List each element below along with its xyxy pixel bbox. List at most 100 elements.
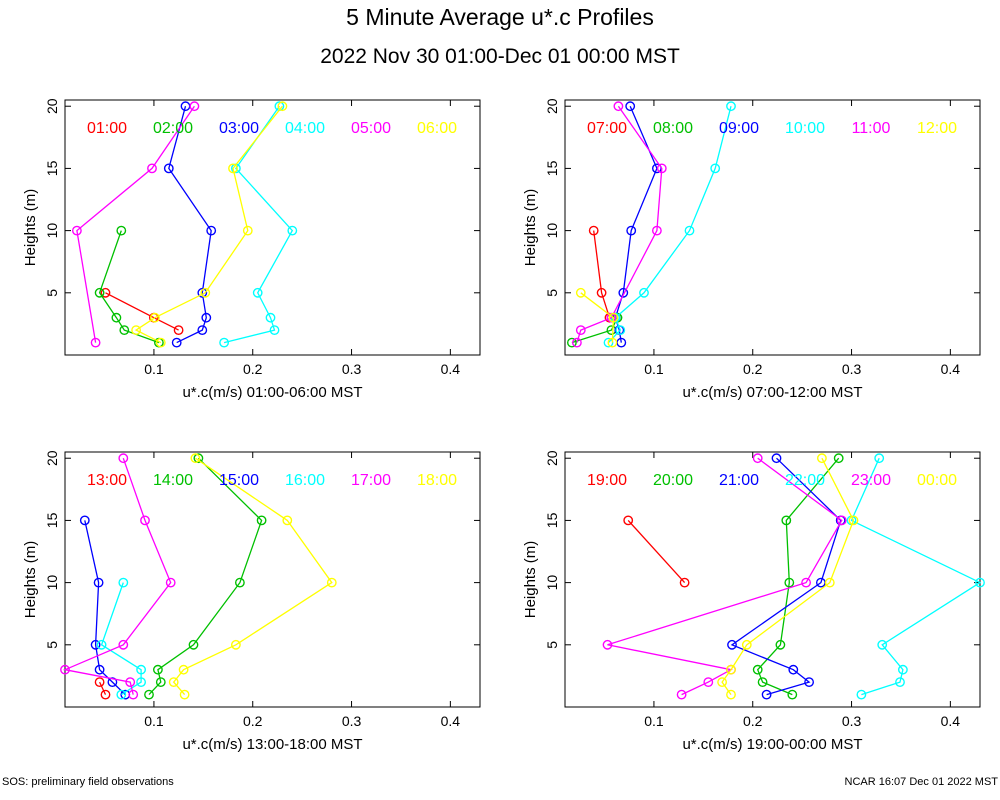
series-line: [172, 457, 333, 696]
series-2100: [727, 453, 846, 700]
series-line: [627, 519, 686, 584]
data-point: [895, 677, 905, 687]
data-point: [111, 312, 122, 323]
legend-label: 17:00: [351, 472, 391, 489]
plot-frame: [64, 451, 481, 708]
legend-label: 16:00: [285, 472, 325, 489]
data-point: [752, 664, 763, 675]
data-point: [613, 101, 624, 112]
x-tick-label: 0.1: [644, 713, 664, 729]
data-point: [801, 577, 811, 588]
data-point: [118, 639, 129, 650]
data-point: [817, 453, 827, 464]
data-point: [90, 639, 101, 650]
data-point: [190, 453, 201, 464]
data-point: [575, 325, 586, 335]
series-0000: [717, 453, 859, 700]
data-point: [277, 101, 288, 112]
legend-label: 00:00: [917, 472, 957, 489]
x-tick-label: 0.4: [941, 361, 961, 377]
x-tick-label: 0.4: [441, 713, 461, 729]
data-point: [836, 515, 847, 526]
data-point: [234, 577, 245, 588]
y-tick-label: 10: [44, 223, 60, 239]
data-point: [155, 677, 166, 687]
series-1100: [572, 101, 667, 348]
y-axis-label: Heights (m): [22, 189, 39, 267]
legend-label: 08:00: [653, 120, 693, 137]
legend-label: 20:00: [653, 472, 693, 489]
data-point: [741, 639, 752, 650]
data-point: [717, 677, 727, 687]
data-point: [608, 312, 619, 323]
x-tick-label: 0.3: [842, 361, 862, 377]
series-1700: [60, 453, 176, 700]
series-2200: [846, 453, 985, 700]
series-line: [99, 681, 107, 695]
series-line: [168, 106, 212, 344]
data-point: [625, 101, 636, 112]
data-point: [848, 515, 859, 526]
series-line: [84, 520, 126, 696]
data-point: [269, 325, 280, 335]
data-point: [877, 639, 888, 650]
legend-label: 07:00: [587, 120, 627, 137]
data-point: [567, 337, 577, 348]
data-point: [189, 101, 200, 112]
plot-area: [567, 101, 736, 348]
x-tick-label: 0.1: [144, 361, 164, 377]
panel-2: 0.1 0.2 0.3 0.4 5 10 15 20 u*.c(m/s) 07:00-12:00…: [522, 98, 981, 401]
data-point: [726, 664, 736, 675]
y-tick-label: 20: [544, 450, 560, 466]
data-point: [676, 689, 687, 700]
x-axis-label: u*.c(m/s) 19:00-00:00 MST: [682, 736, 862, 753]
data-point: [856, 689, 867, 700]
footer-right-note: NCAR 16:07 Dec 01 2022 MST: [844, 776, 998, 788]
x-tick-label: 0.2: [243, 713, 263, 729]
footer-left-note: SOS: preliminary field observations: [2, 776, 174, 788]
series-line: [608, 106, 732, 344]
data-point: [874, 453, 885, 464]
legend-label: 03:00: [219, 120, 259, 137]
data-point: [144, 689, 154, 700]
y-tick-label: 10: [544, 223, 560, 239]
series-0100: [100, 287, 184, 335]
plot-area: [60, 453, 337, 700]
legend-label: 12:00: [917, 120, 957, 137]
x-tick-label: 0.1: [644, 361, 664, 377]
y-tick-label: 15: [44, 160, 60, 176]
legend-label: 10:00: [785, 120, 825, 137]
x-tick-label: 0.1: [144, 713, 164, 729]
series-line: [100, 582, 142, 696]
data-point: [775, 639, 786, 650]
data-point: [282, 515, 293, 526]
data-point: [626, 225, 637, 236]
legend-label: 23:00: [851, 472, 891, 489]
x-tick-label: 0.4: [441, 361, 461, 377]
data-point: [679, 577, 690, 588]
series-2000: [752, 453, 844, 700]
data-point: [784, 577, 795, 588]
legend-label: 19:00: [587, 472, 627, 489]
x-tick-label: 0.3: [842, 713, 862, 729]
data-point: [287, 225, 298, 236]
data-point: [652, 225, 662, 236]
series-line: [134, 105, 283, 344]
series-line: [223, 105, 294, 344]
data-point: [131, 325, 142, 335]
data-point: [197, 287, 208, 298]
series-1500: [79, 515, 131, 700]
series-line: [148, 457, 263, 696]
y-tick-label: 15: [544, 160, 560, 176]
series-0600: [131, 101, 288, 348]
data-point: [94, 287, 105, 298]
data-point: [615, 325, 626, 335]
data-point: [155, 337, 166, 348]
data-point: [639, 287, 649, 298]
data-point: [623, 515, 634, 526]
series-0500: [72, 101, 200, 348]
legend-label: 09:00: [719, 120, 759, 137]
data-point: [197, 325, 208, 335]
series-1800: [168, 453, 337, 700]
